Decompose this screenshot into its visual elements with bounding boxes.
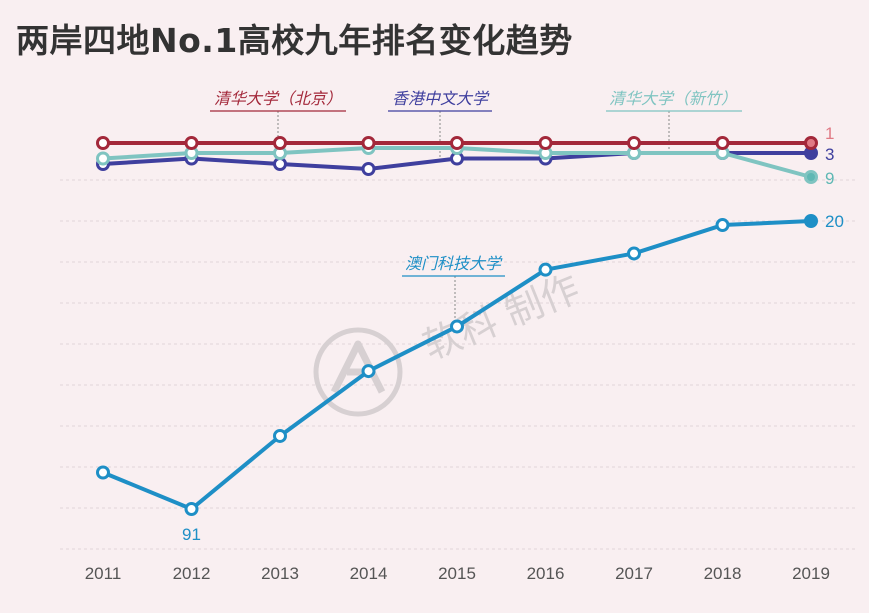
x-tick-label: 2015 — [438, 564, 476, 583]
series-label-text: 香港中文大学 — [392, 89, 490, 108]
x-tick-label: 2016 — [527, 564, 565, 583]
data-point — [804, 170, 818, 184]
series-label-1: 香港中文大学 — [388, 89, 492, 160]
x-tick-label: 2017 — [615, 564, 653, 583]
x-tick-label: 2013 — [261, 564, 299, 583]
data-point — [450, 136, 464, 150]
data-point — [273, 428, 287, 443]
x-tick-label: 2012 — [173, 564, 211, 583]
watermark-text: 软科 制作 — [417, 266, 586, 368]
data-point — [184, 502, 199, 516]
data-point — [715, 136, 730, 150]
data-point — [361, 162, 376, 176]
data-point — [96, 136, 110, 150]
data-point — [273, 157, 287, 171]
series-3 — [96, 214, 818, 516]
data-point — [450, 319, 464, 334]
page-title: 两岸四地No.1高校九年排名变化趋势 — [16, 21, 573, 60]
data-point — [804, 136, 818, 150]
series-label-0: 清华大学（北京） — [210, 89, 346, 143]
data-point — [804, 214, 818, 228]
watermark-logo — [313, 327, 403, 417]
data-point — [538, 136, 553, 150]
series-label-2: 清华大学（新竹） — [606, 89, 742, 152]
end-label: 1 — [825, 124, 834, 143]
x-tick-label: 2018 — [704, 564, 742, 583]
x-tick-label: 2011 — [85, 564, 122, 583]
watermark: 软科 制作 — [313, 266, 586, 417]
data-point — [96, 465, 110, 480]
end-label: 9 — [825, 169, 834, 188]
series-label-text: 澳门科技大学 — [405, 254, 503, 273]
x-tick-label: 2014 — [350, 564, 388, 583]
data-point — [627, 136, 641, 150]
data-label: 91 — [182, 525, 201, 544]
series-label-3: 澳门科技大学 — [402, 254, 505, 327]
data-point — [96, 151, 110, 166]
series-0 — [96, 136, 818, 150]
series-label-text: 清华大学（北京） — [214, 89, 342, 108]
data-point — [184, 136, 199, 150]
gridlines — [60, 179, 855, 550]
end-label: 20 — [825, 212, 844, 231]
data-point — [361, 136, 376, 150]
data-point — [361, 364, 376, 379]
series-label-text: 清华大学（新竹） — [609, 89, 737, 108]
data-point — [273, 136, 287, 150]
end-label: 3 — [825, 145, 834, 164]
data-point — [538, 262, 553, 277]
data-point — [715, 218, 730, 233]
x-tick-label: 2019 — [792, 564, 830, 583]
data-point — [627, 246, 641, 261]
